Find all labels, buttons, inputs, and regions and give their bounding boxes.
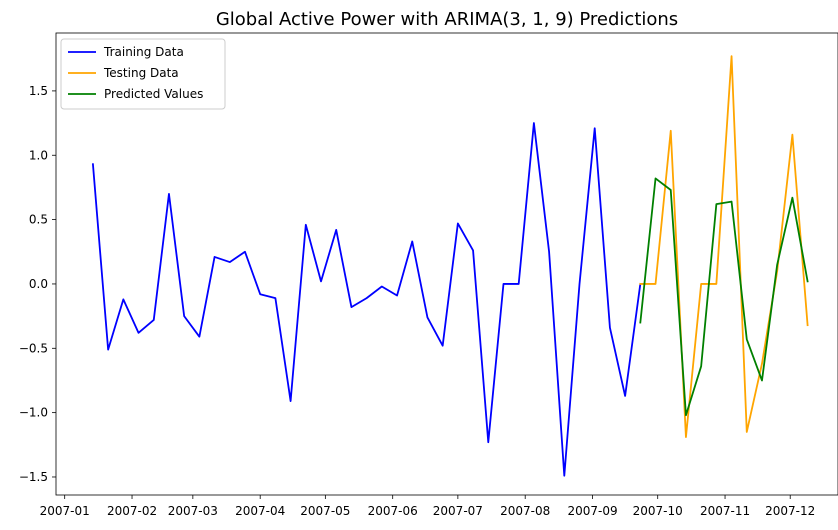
y-axis: −1.5 −1.0 −0.5 0.0 0.5 1.0 1.5 [19,84,56,484]
y-tick-label: −0.5 [19,341,48,355]
x-tick-label: 2007-05 [300,504,350,518]
x-tick-label: 2007-09 [567,504,617,518]
series-line-1 [639,55,809,438]
legend-label-2: Predicted Values [104,87,203,101]
x-tick-label: 2007-11 [700,504,750,518]
plot-frame [55,32,838,496]
y-tick-label: 0.0 [29,277,48,291]
x-tick-label: 2007-03 [168,504,218,518]
x-tick-label: 2007-07 [433,504,483,518]
x-tick-label: 2007-01 [40,504,90,518]
series-layer [91,55,809,477]
legend: Training Data Testing Data Predicted Value… [60,38,226,110]
x-tick-label: 2007-12 [765,504,815,518]
x-axis: 2007-01 2007-02 2007-03 2007-04 2007-05 2007-… [40,495,815,518]
y-tick-label: −1.5 [19,470,48,484]
legend-label-0: Training Data [103,45,184,59]
x-tick-label: 2007-02 [107,504,157,518]
legend-box [60,38,226,110]
chart-title: Global Active Power with ARIMA(3, 1, 9) … [216,9,678,30]
x-tick-label: 2007-04 [235,504,285,518]
x-tick-label: 2007-08 [500,504,550,518]
y-tick-label: −1.0 [19,406,48,420]
x-tick-label: 2007-10 [633,504,683,518]
y-tick-label: 1.0 [29,148,48,162]
y-tick-label: 1.5 [29,84,48,98]
series-line-2 [639,177,809,417]
x-tick-label: 2007-06 [368,504,418,518]
series-line-0 [91,122,642,477]
legend-label-1: Testing Data [103,66,179,80]
y-tick-label: 0.5 [29,213,48,227]
